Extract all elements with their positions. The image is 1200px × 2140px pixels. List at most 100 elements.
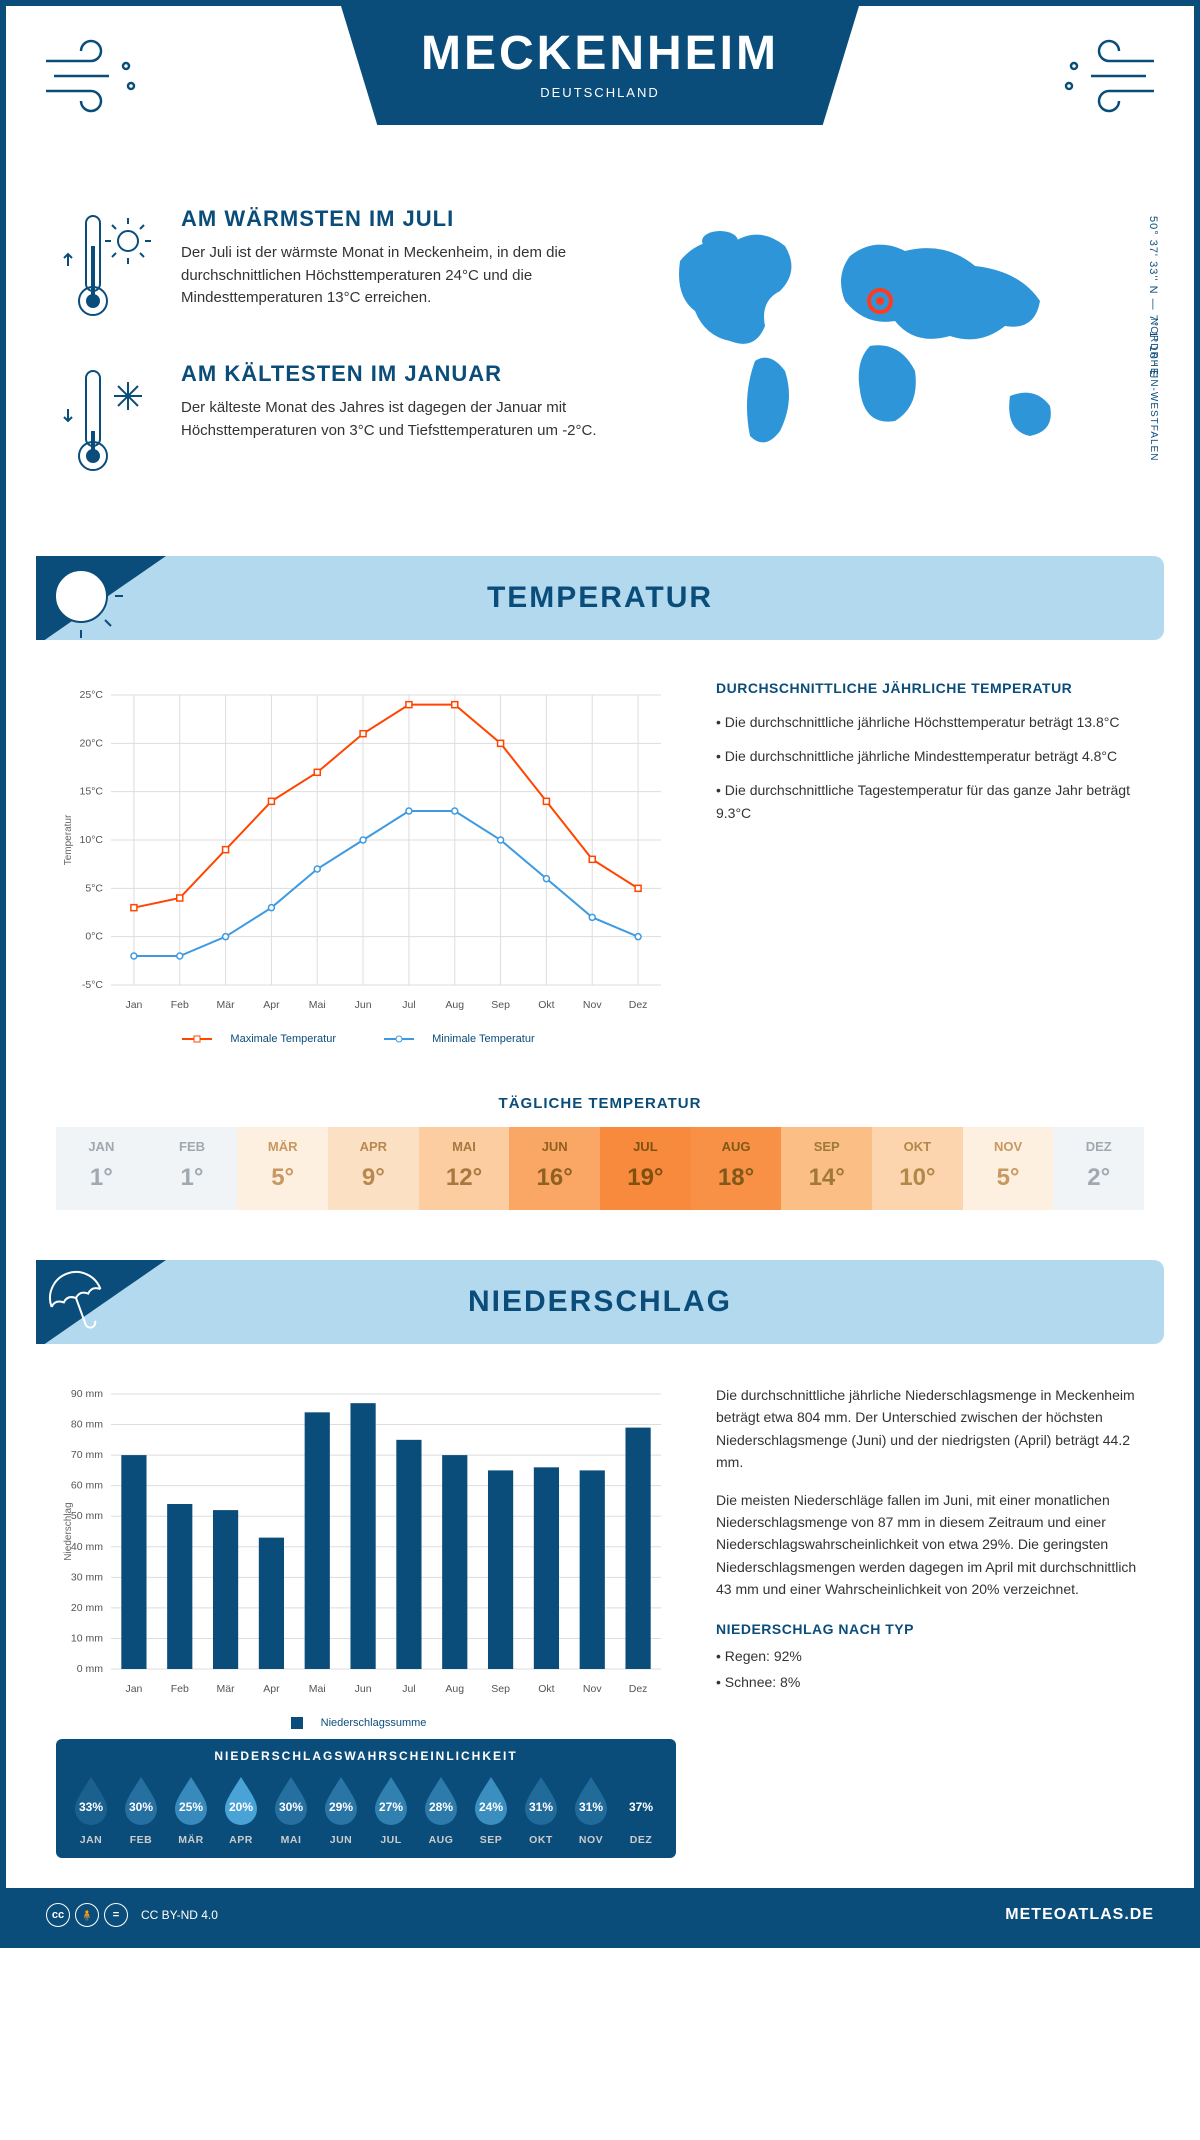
hottest-block: AM WÄRMSTEN IM JULI Der Juli ist der wär… xyxy=(56,206,605,326)
precipitation-probability-box: NIEDERSCHLAGSWAHRSCHEINLICHKEIT 33% JAN … xyxy=(56,1739,676,1858)
by-icon: 🧍 xyxy=(75,1903,99,1927)
prob-drop: 37% DEZ xyxy=(618,1773,664,1846)
svg-text:31%: 31% xyxy=(579,1800,603,1814)
world-map: 50° 37' 33'' N — 7° 1' 10'' E NORDRHEIN-… xyxy=(645,206,1144,471)
svg-text:29%: 29% xyxy=(329,1800,353,1814)
temp-cell: JAN1° xyxy=(56,1127,147,1210)
svg-text:Okt: Okt xyxy=(538,1683,554,1695)
precipitation-title: NIEDERSCHLAG xyxy=(36,1285,1164,1319)
svg-text:15°C: 15°C xyxy=(80,786,104,798)
city-name: MECKENHEIM xyxy=(421,26,779,81)
hottest-title: AM WÄRMSTEN IM JULI xyxy=(181,206,605,232)
precip-type-bullets: • Regen: 92%• Schnee: 8% xyxy=(716,1645,1144,1694)
svg-text:Temperatur: Temperatur xyxy=(63,814,74,865)
wind-icon-right xyxy=(1044,36,1164,116)
precip-type-title: NIEDERSCHLAG NACH TYP xyxy=(716,1621,1144,1637)
precipitation-section-header: NIEDERSCHLAG xyxy=(36,1260,1164,1344)
svg-text:Jun: Jun xyxy=(355,999,372,1011)
svg-text:Jul: Jul xyxy=(402,1683,415,1695)
sun-icon xyxy=(36,556,166,640)
temp-cell: MAI12° xyxy=(419,1127,510,1210)
precip-paragraph-1: Die durchschnittliche jährliche Niedersc… xyxy=(716,1384,1144,1474)
svg-text:Aug: Aug xyxy=(445,999,464,1011)
svg-text:Apr: Apr xyxy=(263,1683,280,1695)
bullet: • Die durchschnittliche Tagestemperatur … xyxy=(716,779,1144,827)
precip-chart-legend: Niederschlagssumme xyxy=(56,1717,676,1729)
svg-text:Feb: Feb xyxy=(171,1683,189,1695)
svg-text:10 mm: 10 mm xyxy=(71,1632,103,1644)
bullet: • Die durchschnittliche jährliche Mindes… xyxy=(716,745,1144,769)
svg-text:-5°C: -5°C xyxy=(82,979,104,991)
svg-text:28%: 28% xyxy=(429,1800,453,1814)
svg-text:5°C: 5°C xyxy=(85,882,103,894)
daily-temp-title: TÄGLICHE TEMPERATUR xyxy=(6,1095,1194,1112)
prob-drop: 31% NOV xyxy=(568,1773,614,1846)
country-label: DEUTSCHLAND xyxy=(421,85,779,100)
svg-text:Mai: Mai xyxy=(309,1683,326,1695)
svg-text:30 mm: 30 mm xyxy=(71,1571,103,1583)
svg-text:70 mm: 70 mm xyxy=(71,1449,103,1461)
hottest-text: Der Juli ist der wärmste Monat in Mecken… xyxy=(181,242,605,310)
svg-text:Jan: Jan xyxy=(125,999,142,1011)
svg-text:30%: 30% xyxy=(279,1800,303,1814)
thermometer-hot-icon xyxy=(56,206,156,326)
svg-text:Aug: Aug xyxy=(445,1683,464,1695)
svg-text:40 mm: 40 mm xyxy=(71,1541,103,1553)
cc-icon: cc xyxy=(46,1903,70,1927)
prob-drop: 30% FEB xyxy=(118,1773,164,1846)
title-banner: MECKENHEIM DEUTSCHLAND xyxy=(341,6,859,125)
svg-text:50 mm: 50 mm xyxy=(71,1510,103,1522)
bullet: • Schnee: 8% xyxy=(716,1671,1144,1693)
temp-avg-bullets: • Die durchschnittliche jährliche Höchst… xyxy=(716,711,1144,826)
svg-text:Nov: Nov xyxy=(583,999,602,1011)
svg-text:25°C: 25°C xyxy=(80,689,104,701)
prob-drop: 31% OKT xyxy=(518,1773,564,1846)
temperature-line-chart: -5°C0°C5°C10°C15°C20°C25°CJanFebMärAprMa… xyxy=(56,680,676,1020)
umbrella-icon xyxy=(36,1260,166,1344)
svg-text:10°C: 10°C xyxy=(80,834,104,846)
prob-drop: 25% MÄR xyxy=(168,1773,214,1846)
wind-icon-left xyxy=(36,36,156,116)
prob-drop: 27% JUL xyxy=(368,1773,414,1846)
svg-text:Dez: Dez xyxy=(629,1683,648,1695)
nd-icon: = xyxy=(104,1903,128,1927)
svg-text:80 mm: 80 mm xyxy=(71,1419,103,1431)
site-name: METEOATLAS.DE xyxy=(1005,1906,1154,1924)
svg-text:0 mm: 0 mm xyxy=(77,1663,104,1675)
svg-text:Mär: Mär xyxy=(217,1683,236,1695)
temperature-section-header: TEMPERATUR xyxy=(36,556,1164,640)
svg-text:27%: 27% xyxy=(379,1800,403,1814)
temp-cell: SEP14° xyxy=(781,1127,872,1210)
svg-text:31%: 31% xyxy=(529,1800,553,1814)
svg-text:Nov: Nov xyxy=(583,1683,602,1695)
svg-text:30%: 30% xyxy=(129,1800,153,1814)
temp-cell: JUN16° xyxy=(509,1127,600,1210)
page-footer: cc 🧍 = CC BY-ND 4.0 METEOATLAS.DE xyxy=(6,1888,1194,1942)
svg-text:20 mm: 20 mm xyxy=(71,1602,103,1614)
svg-text:Jul: Jul xyxy=(402,999,415,1011)
svg-text:33%: 33% xyxy=(79,1800,103,1814)
temp-cell: MÄR5° xyxy=(237,1127,328,1210)
license-block: cc 🧍 = CC BY-ND 4.0 xyxy=(46,1903,218,1927)
temp-cell: OKT10° xyxy=(872,1127,963,1210)
daily-temp-table: JAN1°FEB1°MÄR5°APR9°MAI12°JUN16°JUL19°AU… xyxy=(56,1127,1144,1210)
coldest-title: AM KÄLTESTEN IM JANUAR xyxy=(181,361,605,387)
svg-text:Niederschlag: Niederschlag xyxy=(63,1502,74,1560)
prob-drop: 29% JUN xyxy=(318,1773,364,1846)
region-label: NORDRHEIN-WESTFALEN xyxy=(1148,318,1159,461)
svg-text:Mai: Mai xyxy=(309,999,326,1011)
prob-drop: 33% JAN xyxy=(68,1773,114,1846)
temp-cell: NOV5° xyxy=(963,1127,1054,1210)
svg-text:Feb: Feb xyxy=(171,999,189,1011)
svg-text:Sep: Sep xyxy=(491,1683,510,1695)
svg-text:20%: 20% xyxy=(229,1800,253,1814)
svg-text:0°C: 0°C xyxy=(85,931,103,943)
thermometer-cold-icon xyxy=(56,361,156,481)
license-text: CC BY-ND 4.0 xyxy=(141,1908,218,1922)
temp-cell: JUL19° xyxy=(600,1127,691,1210)
svg-text:20°C: 20°C xyxy=(80,737,104,749)
temp-cell: FEB1° xyxy=(147,1127,238,1210)
page-header: MECKENHEIM DEUTSCHLAND xyxy=(6,6,1194,176)
precip-paragraph-2: Die meisten Niederschläge fallen im Juni… xyxy=(716,1489,1144,1601)
svg-text:25%: 25% xyxy=(179,1800,203,1814)
